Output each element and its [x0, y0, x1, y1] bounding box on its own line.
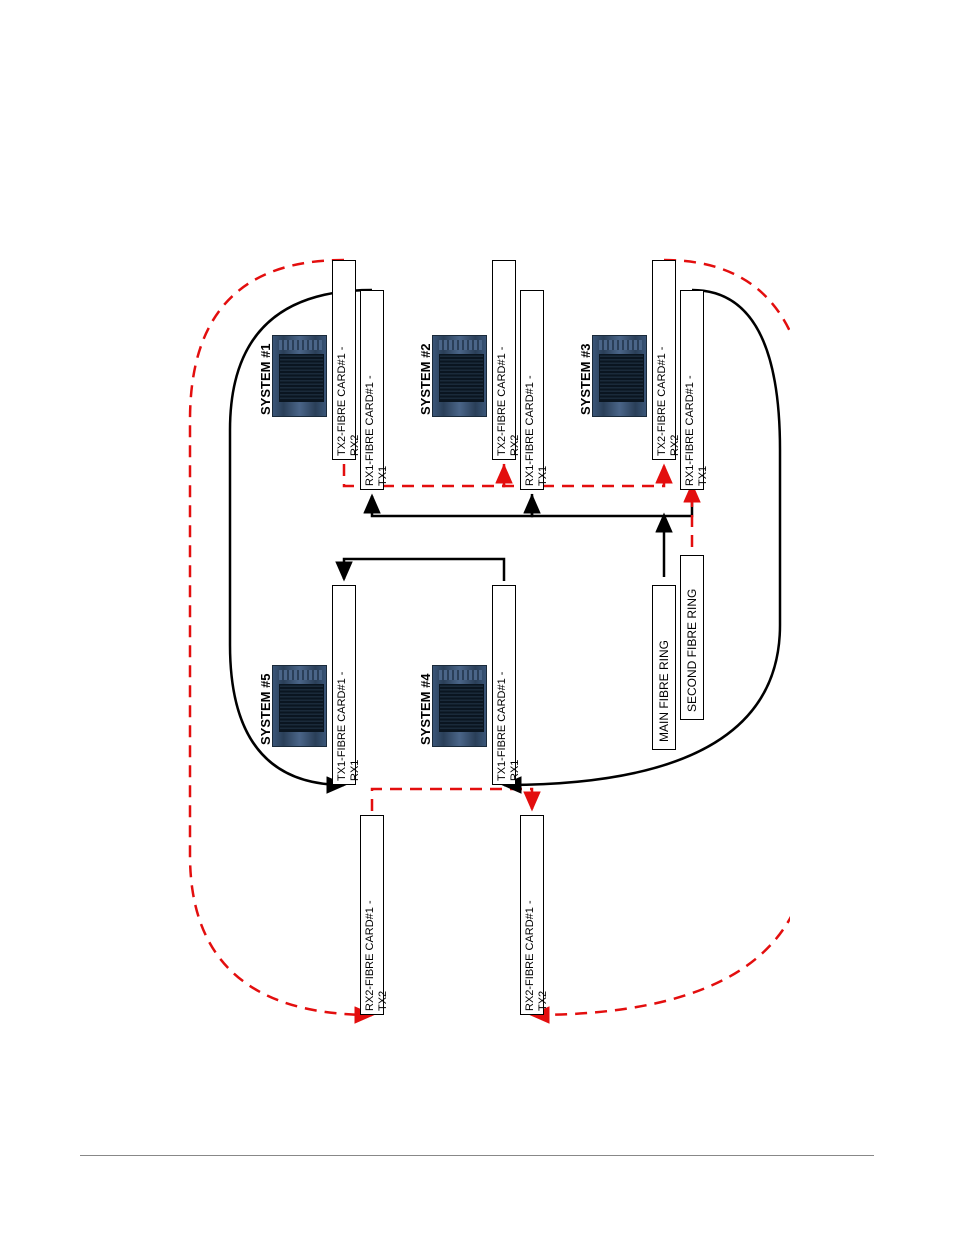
port-tx1-label-sys5: TX1-FIBRE CARD#1 -RX1 — [336, 672, 361, 781]
system-label-sys4: SYSTEM #4 — [418, 673, 433, 745]
device-sys2 — [432, 335, 487, 417]
system-label-sys3: SYSTEM #3 — [578, 343, 593, 415]
system-label-sys5: SYSTEM #5 — [258, 673, 273, 745]
port-tx2-label-sys3: TX2-FIBRE CARD#1 -RX2 — [656, 347, 681, 456]
port-tx2-label-sys2: TX2-FIBRE CARD#1 -RX2 — [496, 347, 521, 456]
port-rx1-label-sys1: RX1-FIBRE CARD#1 -TX1 — [364, 375, 389, 486]
device-sys3 — [592, 335, 647, 417]
footer-line — [80, 1155, 874, 1156]
port-rx2-label-sys5: RX2-FIBRE CARD#1 -TX2 — [364, 900, 389, 1011]
system-label-sys2: SYSTEM #2 — [418, 343, 433, 415]
legend-main-label: MAIN FIBRE RING — [657, 640, 671, 742]
device-sys5 — [272, 665, 327, 747]
port-tx2-label-sys1: TX2-FIBRE CARD#1 -RX2 — [336, 347, 361, 456]
port-tx1-label-sys4: TX1-FIBRE CARD#1 -RX1 — [496, 672, 521, 781]
port-rx1-label-sys3: RX1-FIBRE CARD#1 -TX1 — [684, 375, 709, 486]
diagram-area: SYSTEM #1TX2-FIBRE CARD#1 -RX2RX1-FIBRE … — [170, 125, 790, 1145]
port-rx1-label-sys2: RX1-FIBRE CARD#1 -TX1 — [524, 375, 549, 486]
device-sys4 — [432, 665, 487, 747]
system-label-sys1: SYSTEM #1 — [258, 343, 273, 415]
device-sys1 — [272, 335, 327, 417]
port-rx2-label-sys4: RX2-FIBRE CARD#1 -TX2 — [524, 900, 549, 1011]
legend-second-label: SECOND FIBRE RING — [685, 589, 699, 712]
